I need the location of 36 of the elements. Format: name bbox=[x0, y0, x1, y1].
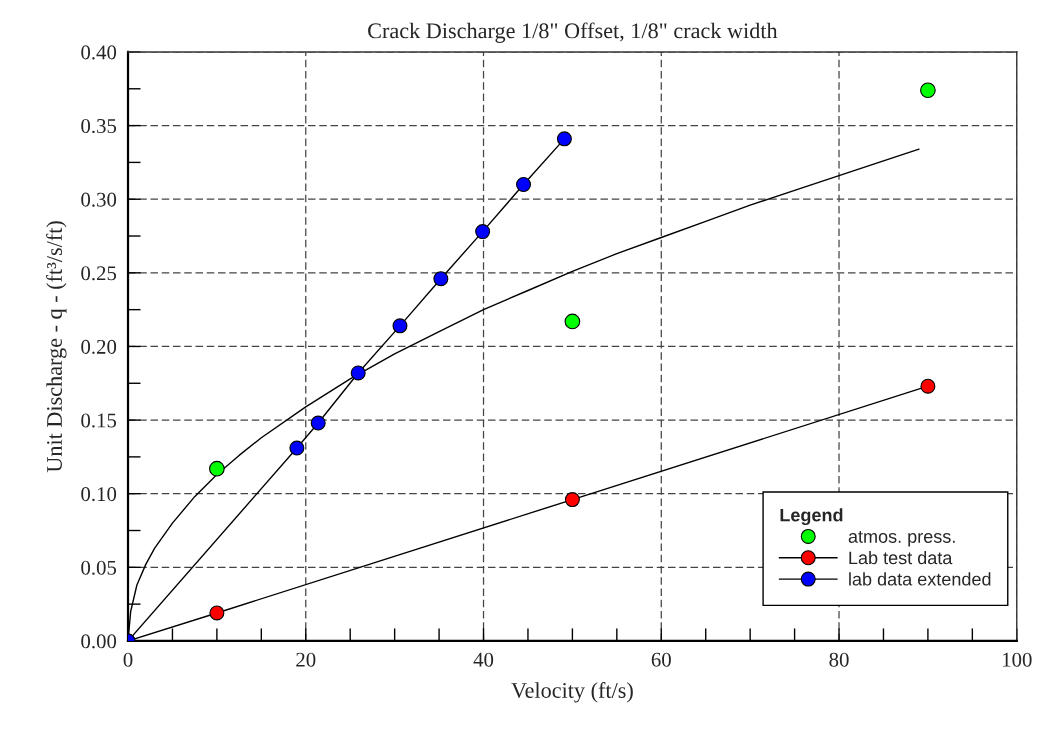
legend-label: atmos. press. bbox=[848, 531, 955, 547]
point bbox=[564, 313, 581, 330]
point bbox=[433, 271, 449, 287]
x-axis-title: Velocity (ft/s) bbox=[511, 682, 633, 703]
x-tick-label: 20 bbox=[296, 652, 316, 667]
point bbox=[556, 131, 572, 147]
point bbox=[209, 460, 225, 477]
y-tick-label: 0.00 bbox=[81, 634, 117, 649]
y-tick-label: 0.05 bbox=[81, 560, 117, 575]
y-tick-label: 0.25 bbox=[81, 266, 117, 281]
y-tick-label: 0.10 bbox=[81, 487, 117, 502]
legend-title: Legend bbox=[780, 508, 843, 526]
x-tick-label: 60 bbox=[651, 652, 671, 667]
x-tick-label: 40 bbox=[473, 652, 494, 667]
x-tick-label: 100 bbox=[1002, 652, 1032, 667]
x-tick-label: 0 bbox=[123, 652, 133, 667]
y-axis-title: Unit Discharge - q - (ft³/s/ft) bbox=[46, 221, 67, 473]
point bbox=[310, 415, 326, 431]
point bbox=[920, 82, 936, 99]
point bbox=[289, 440, 305, 456]
point bbox=[209, 605, 225, 621]
point bbox=[392, 318, 408, 334]
point bbox=[564, 492, 580, 508]
legend-label: lab data extended bbox=[849, 572, 991, 586]
point bbox=[516, 176, 532, 192]
x-tick-label: 80 bbox=[829, 652, 849, 667]
y-tick-label: 0.20 bbox=[81, 339, 117, 354]
point bbox=[350, 365, 366, 381]
y-tick-label: 0.30 bbox=[81, 192, 117, 207]
point bbox=[475, 224, 491, 240]
point bbox=[920, 378, 936, 394]
y-tick-label: 0.35 bbox=[81, 118, 117, 134]
chart-title: Crack Discharge 1/8" Offset, 1/8" crack width bbox=[368, 22, 778, 43]
y-tick-label: 0.15 bbox=[81, 413, 117, 428]
y-tick-label: 0.40 bbox=[81, 45, 117, 60]
legend-label: Lab test data bbox=[849, 550, 953, 565]
